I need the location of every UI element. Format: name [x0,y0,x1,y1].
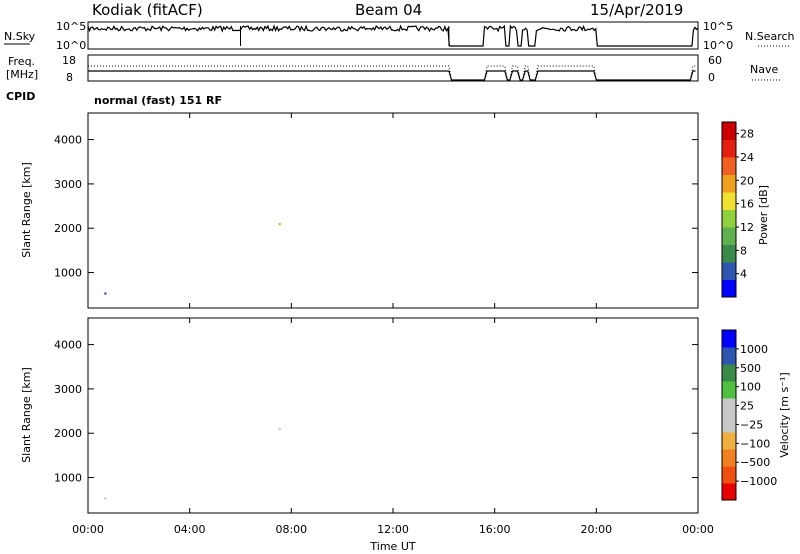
colorbar-tick-label: 25 [740,400,754,413]
nsky-tick-bottom: 10^0 [56,39,86,52]
nsearch-label: N.Search [745,30,795,43]
velocity-ylabel: Slant Range [km] [20,367,33,463]
freq-panel-frame [87,54,699,82]
colorbar-tick-label: −25 [740,418,763,431]
colorbar-segment [722,279,736,298]
time-tick-label: 16:00 [479,523,511,536]
power-ylabel: Slant Range [km] [20,162,33,258]
colorbar-tick-label: 12 [740,221,754,234]
range-tick-label: 2000 [54,427,82,440]
nsky-label: N.Sky [4,30,36,43]
colorbar-frame [721,121,737,298]
range-tick-label: 4000 [54,134,82,147]
velocity-colorbar: 1000 500 100 25 −25 −100 −500 −1000 [721,329,777,501]
heatmap-cell [278,428,281,431]
colorbar-tick-label: 4 [740,268,747,281]
nsky-tick-top: 10^5 [56,20,86,33]
colorbar-segment [722,157,736,175]
time-tick-label: 04:00 [174,523,206,536]
nsky-panel-frame [87,21,699,50]
colorbar-segment [722,483,736,501]
colorbar-segment [722,139,736,158]
time-axis-label: Time UT [369,540,415,553]
time-tick-label: 00:00 [72,523,104,536]
nave-tick-top: 60 [708,54,722,67]
beam-title: Beam 04 [355,1,422,19]
colorbar-segment [722,209,736,228]
colorbar-tick-label: −100 [740,437,770,450]
range-tick-label: 4000 [54,339,82,352]
colorbar-segment [722,330,736,348]
power-panel-frame [87,112,699,309]
velocity-heatmap [104,428,281,500]
freq-tick-bottom: 8 [66,71,73,84]
colorbar-tick-label: 20 [740,174,754,187]
velocity-axes: 4000 3000 2000 1000 [54,339,698,485]
colorbar-tick-label: 8 [740,244,747,257]
range-tick-label: 2000 [54,222,82,235]
colorbar-tick-label: −500 [740,456,770,469]
colorbar-tick-label: 24 [740,151,754,164]
freq-tick-top: 18 [62,54,76,67]
power-colorbar-label: Power [dB] [757,185,770,245]
power-heatmap [104,223,281,295]
colorbar-segment [722,449,736,467]
colorbar-tick-label: 500 [740,362,761,375]
time-tick-label: 20:00 [580,523,612,536]
colorbar-segment [722,244,736,263]
time-tick-label: 12:00 [377,523,409,536]
colorbar-segment [722,398,736,416]
power-axes: 4000 3000 2000 1000 [54,134,698,280]
colorbar-tick-label: 100 [740,381,761,394]
range-tick-label: 1000 [54,472,82,485]
nave-trace-line [88,65,696,81]
cpid-label: CPID [6,90,35,103]
nsky-trace [87,24,699,47]
colorbar-segment [722,227,736,245]
nsearch-tick-bottom: 10^0 [703,39,733,52]
nave-tick-bottom: 0 [708,71,715,84]
time-tick-label: 00:00 [682,523,714,536]
date-title: 15/Apr/2019 [590,1,683,19]
time-tick-label: 08:00 [275,523,307,536]
heatmap-cell [278,223,281,226]
range-tick-label: 1000 [54,267,82,280]
heatmap-cell [104,292,107,295]
freq-trace [88,65,696,81]
range-tick-label: 3000 [54,178,82,191]
colorbar-segment [722,466,736,484]
colorbar-segment [722,262,736,280]
freq-trace-line [88,70,696,81]
colorbar-tick-label: 28 [740,128,754,141]
time-axis-ticks: 00:00 04:00 08:00 12:00 16:00 20:00 00:00 [72,113,714,536]
range-tick-label: 3000 [54,383,82,396]
velocity-panel-frame [87,317,699,514]
colorbar-segment [722,364,736,382]
nave-label: Nave [750,63,778,76]
freq-label: Freq. [8,55,35,68]
colorbar-segment [722,347,736,365]
freq-unit: [MHz] [6,68,38,81]
colorbar-segment [722,432,736,450]
nsearch-tick-top: 10^5 [703,20,733,33]
station-title: Kodiak (fitACF) [92,1,203,19]
colorbar-tick-label: 1000 [740,343,768,356]
heatmap-cell [104,497,107,500]
velocity-colorbar-label: Velocity [m s⁻¹] [778,372,791,457]
colorbar-segment [722,174,736,193]
colorbar-frame [721,329,737,501]
nsky-trace-line [87,24,699,47]
colorbar-segment [722,415,736,433]
colorbar-segment [722,122,736,140]
power-colorbar: 28 24 20 16 12 8 4 [721,121,754,298]
colorbar-segment [722,381,736,399]
cpid-value: normal (fast) 151 RF [94,94,222,107]
colorbar-tick-label: −1000 [740,475,777,488]
colorbar-tick-label: 16 [740,198,754,211]
colorbar-segment [722,192,736,210]
